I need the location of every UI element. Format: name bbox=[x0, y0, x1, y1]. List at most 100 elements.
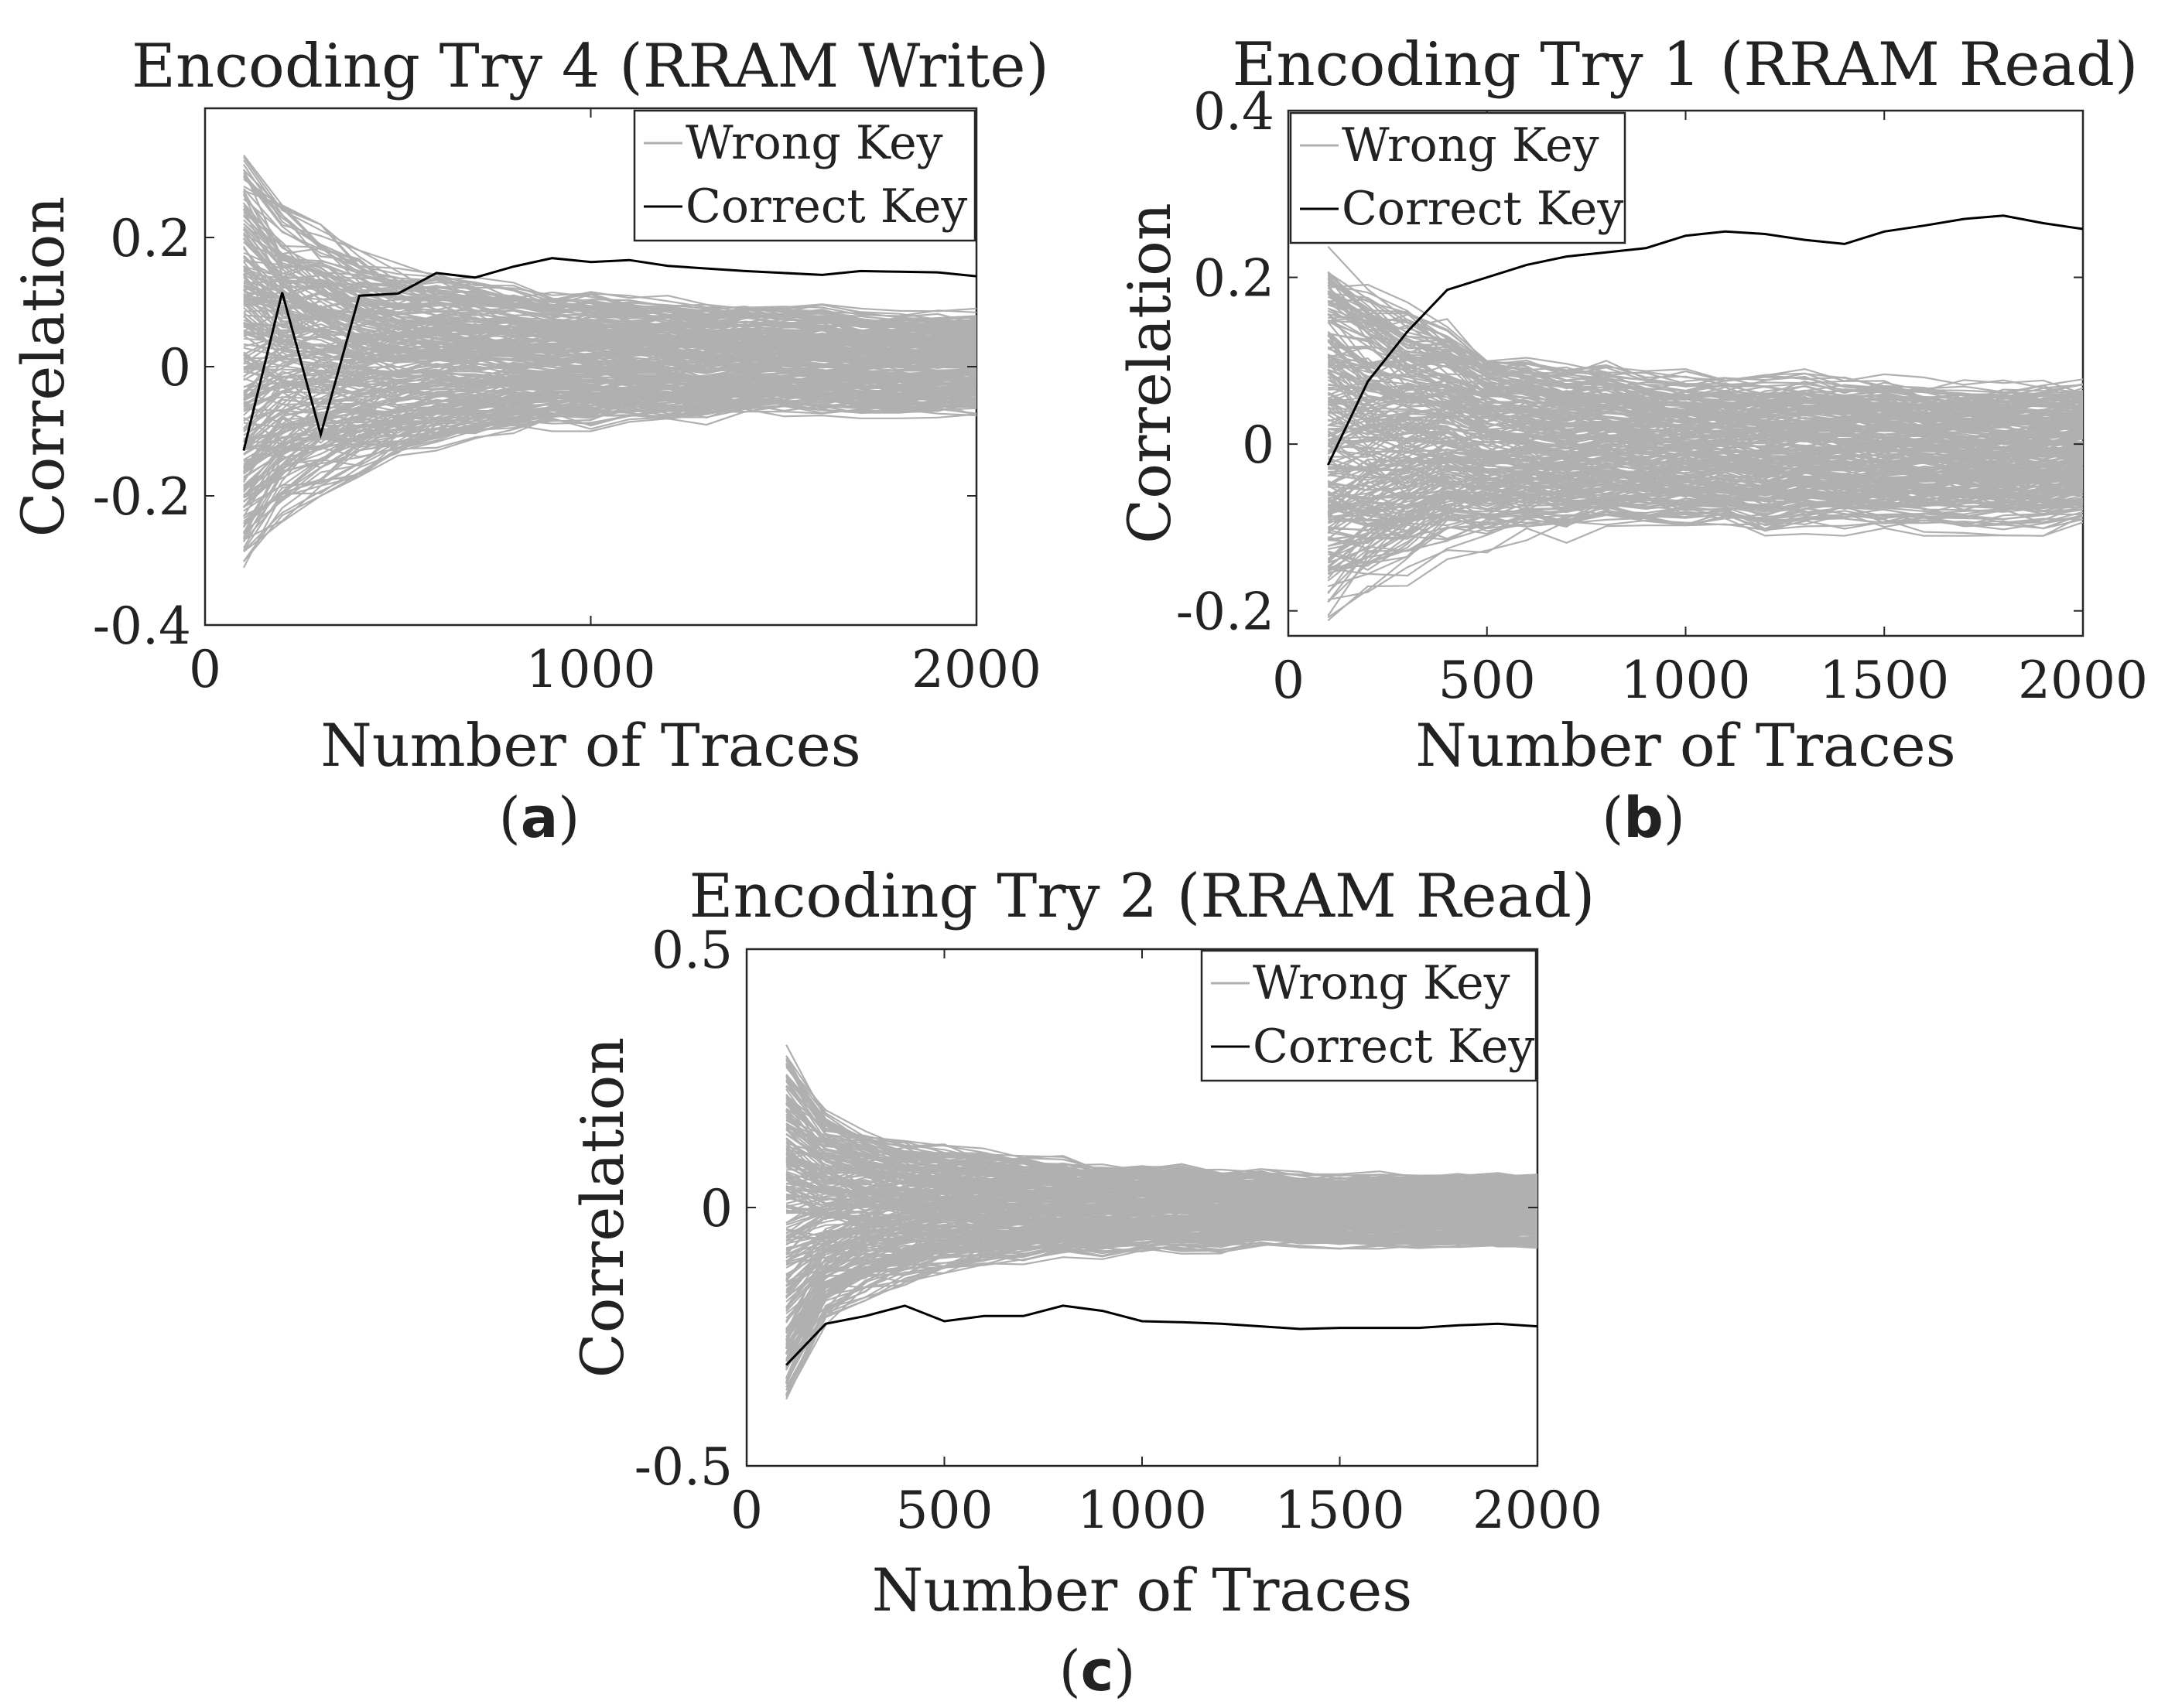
chart-title: Encoding Try 1 (RRAM Read) bbox=[1233, 30, 2139, 100]
wrong-key-line bbox=[1328, 313, 2083, 401]
correct-key-line bbox=[1326, 214, 2083, 466]
wrong-key-line bbox=[243, 401, 976, 552]
x-tick-label: 500 bbox=[896, 1481, 994, 1540]
panel-caption: (b) bbox=[1602, 785, 1685, 850]
wrong-key-line bbox=[1327, 275, 2083, 408]
wrong-key-line bbox=[1327, 439, 2083, 480]
wrong-key-line bbox=[1328, 481, 2083, 545]
wrong-key-line bbox=[243, 356, 976, 397]
wrong-key-line bbox=[786, 1194, 1537, 1218]
y-tick-label: 0 bbox=[700, 1179, 733, 1238]
x-tick-label: 2000 bbox=[1472, 1481, 1602, 1540]
panel-caption-letter: b bbox=[1623, 785, 1664, 850]
wrong-key-line bbox=[785, 1204, 1537, 1220]
wrong-key-line bbox=[243, 215, 976, 326]
wrong-key-line bbox=[1327, 245, 2083, 401]
wrong-key-line bbox=[785, 1064, 1537, 1180]
y-tick-label: 0.4 bbox=[1193, 82, 1274, 142]
chart-title: Encoding Try 2 (RRAM Read) bbox=[689, 862, 1595, 931]
legend-box bbox=[633, 109, 976, 242]
y-tick-label: 0 bbox=[1242, 415, 1274, 475]
legend-label: Correct Key bbox=[1253, 1020, 1534, 1074]
legend: Wrong Key Correct Key bbox=[633, 109, 976, 242]
wrong-key-line bbox=[1328, 408, 2083, 453]
wrong-key-line bbox=[1327, 505, 2083, 572]
x-tick-label: 1000 bbox=[526, 640, 656, 699]
wrong-key-line bbox=[785, 1214, 1537, 1251]
wrong-key-line bbox=[243, 288, 976, 347]
wrong-key-line bbox=[1328, 459, 2083, 487]
x-tick-label: 2000 bbox=[911, 640, 1041, 699]
wrong-key-line bbox=[243, 323, 976, 358]
wrong-key-line bbox=[243, 259, 976, 342]
wrong-key-line bbox=[1327, 431, 2083, 474]
wrong-key-line bbox=[1327, 508, 2083, 619]
y-axis-label: Correlation bbox=[568, 1037, 637, 1378]
wrong-key-line bbox=[243, 385, 976, 462]
wrong-key-line bbox=[1327, 375, 2083, 436]
x-tick-label: 1000 bbox=[1077, 1481, 1207, 1540]
y-tick-label: -0.5 bbox=[634, 1437, 733, 1497]
wrong-key-line bbox=[1327, 500, 2083, 622]
wrong-key-line bbox=[785, 1119, 1537, 1192]
wrong-key-series bbox=[1327, 245, 2083, 622]
legend-box bbox=[1200, 949, 1537, 1082]
wrong-key-line bbox=[1327, 423, 2083, 480]
panel-caption: (c) bbox=[1059, 1638, 1136, 1703]
x-tick-label: 2000 bbox=[2018, 651, 2148, 710]
wrong-key-line bbox=[1328, 451, 2083, 473]
wrong-key-line bbox=[243, 374, 976, 473]
y-tick-label: 0 bbox=[159, 338, 191, 398]
wrong-key-line bbox=[785, 1145, 1537, 1200]
wrong-key-line bbox=[1327, 511, 2083, 588]
wrong-key-line bbox=[1328, 474, 2083, 517]
y-tick-label: 0.5 bbox=[652, 921, 733, 980]
wrong-key-line bbox=[785, 1235, 1537, 1384]
wrong-key-line bbox=[243, 387, 976, 508]
panel-caption: (a) bbox=[499, 785, 580, 850]
wrong-key-line bbox=[785, 1221, 1537, 1341]
legend: Wrong Key Correct Key bbox=[1200, 949, 1537, 1082]
wrong-key-line bbox=[243, 366, 976, 404]
wrong-key-line bbox=[243, 202, 976, 326]
legend-box bbox=[1289, 111, 1626, 244]
wrong-key-line bbox=[243, 374, 976, 439]
wrong-key-line bbox=[242, 391, 976, 509]
wrong-key-line bbox=[785, 1076, 1537, 1189]
wrong-key-line bbox=[785, 1211, 1537, 1277]
correct-key-line bbox=[785, 1304, 1537, 1366]
wrong-key-line bbox=[243, 336, 976, 360]
wrong-key-line bbox=[1328, 442, 2083, 499]
wrong-key-line bbox=[1328, 429, 2083, 471]
wrong-key-series bbox=[242, 154, 976, 569]
x-tick-label: 0 bbox=[1272, 651, 1305, 710]
wrong-key-line bbox=[1327, 495, 2083, 567]
wrong-key-line bbox=[1328, 316, 2083, 417]
wrong-key-line bbox=[1327, 274, 2083, 389]
x-tick-label: 500 bbox=[1438, 651, 1536, 710]
wrong-key-series bbox=[785, 1044, 1537, 1400]
wrong-key-line bbox=[243, 405, 976, 552]
x-axis-label: Number of Traces bbox=[872, 1556, 1413, 1624]
wrong-key-line bbox=[1327, 392, 2083, 432]
wrong-key-line bbox=[243, 280, 976, 343]
wrong-key-line bbox=[243, 387, 976, 481]
chart-panel-a: 0 1000 2000 -0.4 -0.2 0 0.2 Encoding Try 4 (RRA… bbox=[9, 32, 1049, 850]
wrong-key-line bbox=[243, 254, 976, 344]
y-axis-label: Correlation bbox=[9, 196, 77, 538]
wrong-key-line bbox=[785, 1204, 1537, 1251]
wrong-key-line bbox=[243, 268, 976, 349]
wrong-key-line bbox=[243, 172, 976, 317]
panel-caption-letter: a bbox=[521, 785, 559, 850]
chart-title: Encoding Try 4 (RRAM Write) bbox=[132, 32, 1049, 101]
legend-label: Wrong Key bbox=[1253, 956, 1510, 1010]
wrong-key-line bbox=[1327, 465, 2083, 518]
legend-label: Wrong Key bbox=[686, 116, 943, 170]
wrong-key-line bbox=[1327, 458, 2083, 504]
wrong-key-line bbox=[243, 214, 976, 324]
legend: Wrong Key Correct Key bbox=[1289, 111, 1626, 244]
x-tick-label: 0 bbox=[730, 1481, 763, 1540]
y-tick-label: -0.4 bbox=[93, 596, 191, 656]
